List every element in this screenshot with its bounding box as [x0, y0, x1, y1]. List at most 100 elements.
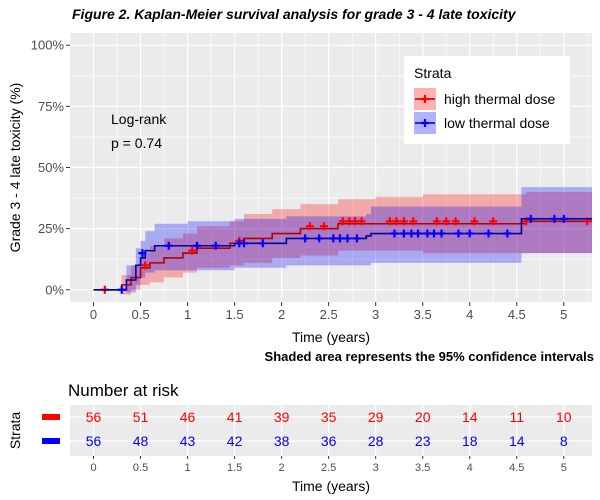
x-tick-label: 4	[466, 307, 473, 322]
censor-mark	[409, 217, 418, 226]
risk-count: 36	[321, 433, 337, 449]
censor-mark	[470, 217, 479, 226]
censor-mark	[399, 229, 408, 238]
risk-table-panel	[70, 405, 592, 456]
risk-y-axis-title: Strata	[7, 412, 23, 450]
risk-count: 35	[321, 409, 337, 425]
risk-row-high: 56 51 46 41 39 35 29 20 14 11 10	[86, 409, 572, 425]
censor-mark	[240, 239, 248, 248]
risk-count: 56	[86, 433, 102, 449]
censor-mark	[432, 217, 441, 226]
risk-count: 42	[227, 433, 243, 449]
pvalue-label: p = 0.74	[111, 135, 162, 151]
x-tick-label: 3	[372, 307, 379, 322]
censor-mark	[414, 229, 422, 238]
risk-x-tick-label: 3	[373, 462, 379, 474]
risk-count: 43	[180, 433, 196, 449]
censor-mark	[141, 261, 150, 270]
censor-mark	[352, 234, 361, 243]
risk-count: 14	[462, 409, 478, 425]
y-tick-label: 25%	[38, 221, 64, 236]
censor-mark	[319, 222, 328, 231]
risk-count: 38	[274, 433, 290, 449]
risk-count: 18	[462, 433, 478, 449]
logrank-label: Log-rank	[111, 111, 167, 127]
risk-x-tick-label: 4	[467, 462, 473, 474]
risk-count: 48	[133, 433, 149, 449]
censor-mark	[442, 217, 451, 226]
risk-count: 56	[86, 409, 102, 425]
censor-mark	[484, 229, 493, 238]
censor-mark	[138, 249, 147, 258]
censor-mark	[503, 229, 512, 238]
ci-band-low	[93, 187, 592, 293]
x-tick-label: 0.5	[132, 307, 150, 322]
censor-mark	[343, 234, 352, 243]
censor-mark	[526, 214, 535, 223]
x-axis-title: Time (years)	[292, 329, 370, 345]
risk-count: 39	[274, 409, 290, 425]
risk-count: 51	[133, 409, 149, 425]
censor-mark	[437, 229, 446, 238]
censor-mark	[390, 229, 399, 238]
risk-x-tick-label: 5	[561, 462, 567, 474]
censor-mark	[301, 234, 310, 243]
x-tick-label: 1	[184, 307, 191, 322]
risk-strata-key-low	[42, 438, 60, 444]
x-tick-label: 1.5	[226, 307, 244, 322]
y-tick-label: 100%	[31, 38, 65, 53]
risk-x-tick-label: 3.5	[415, 462, 430, 474]
risk-x-tick-label: 0.5	[133, 462, 148, 474]
y-tick-label: 0%	[45, 282, 64, 297]
censor-mark	[454, 229, 463, 238]
risk-count: 11	[509, 409, 524, 425]
legend-label-high: high thermal dose	[444, 91, 556, 107]
legend-title: Strata	[414, 65, 452, 81]
x-tick-label: 4.5	[508, 307, 526, 322]
risk-strata-key-high	[42, 414, 60, 420]
risk-row-low: 56 48 43 42 38 36 28 23 18 14 8	[86, 433, 568, 449]
censor-mark	[258, 239, 267, 248]
censor-mark	[192, 241, 201, 250]
y-axis-title: Grade 3 - 4 late toxicity (%)	[7, 83, 23, 253]
ci-caption: Shaded area represents the 95% confidenc…	[264, 349, 594, 364]
censor-mark	[357, 217, 366, 226]
risk-count: 28	[368, 433, 384, 449]
risk-x-tick-label: 0	[90, 462, 96, 474]
censor-mark	[392, 217, 401, 226]
censor-marks-low	[117, 214, 568, 294]
censor-mark	[465, 229, 474, 238]
censor-mark	[451, 217, 460, 226]
risk-x-tick-label: 2	[279, 462, 285, 474]
ci-band-high	[93, 191, 592, 295]
risk-table-title: Number at risk	[68, 381, 179, 400]
x-tick-label: 2.5	[320, 307, 338, 322]
censor-mark	[559, 214, 568, 223]
risk-count: 14	[509, 433, 525, 449]
censor-mark	[117, 285, 126, 294]
risk-count: 20	[415, 409, 431, 425]
risk-x-axis-title: Time (years)	[292, 478, 370, 494]
censor-mark	[188, 246, 197, 255]
legend-censor-mark	[421, 95, 429, 103]
legend: Strata high thermal dose low thermal dose	[404, 56, 570, 144]
risk-count: 23	[415, 433, 431, 449]
x-tick-label: 3.5	[414, 307, 432, 322]
km-line-low	[93, 218, 592, 291]
risk-count: 46	[180, 409, 196, 425]
risk-x-tick-label: 1	[185, 462, 191, 474]
censor-mark	[211, 241, 220, 250]
x-tick-label: 2	[278, 307, 285, 322]
censor-mark	[399, 217, 408, 226]
risk-count: 41	[227, 409, 243, 425]
y-tick-label: 50%	[38, 160, 64, 175]
censor-mark	[550, 214, 559, 223]
censor-mark	[489, 217, 498, 226]
censor-mark	[315, 234, 324, 243]
censor-mark	[305, 222, 314, 231]
x-tick-label: 5	[560, 307, 567, 322]
risk-count: 8	[560, 433, 568, 449]
legend-box	[404, 56, 570, 144]
figure-title: Figure 2. Kaplan-Meier survival analysis…	[72, 6, 516, 22]
